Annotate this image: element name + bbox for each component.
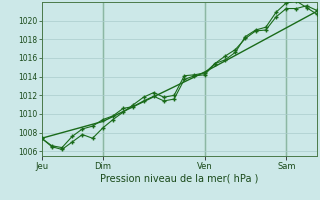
X-axis label: Pression niveau de la mer( hPa ): Pression niveau de la mer( hPa ) bbox=[100, 173, 258, 183]
